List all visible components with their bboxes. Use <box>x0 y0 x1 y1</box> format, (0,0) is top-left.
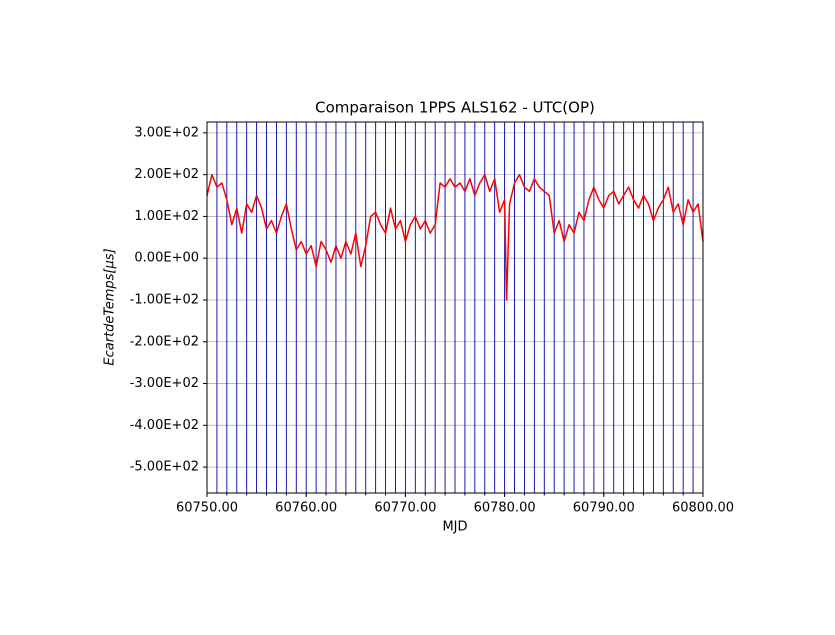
x-tick-label: 60750.00 <box>176 501 238 516</box>
y-tick-label: -4.00E+02 <box>130 418 199 433</box>
data-line <box>206 173 704 301</box>
y-tick-label: 3.00E+02 <box>134 125 199 140</box>
x-tick-label: 60790.00 <box>573 501 635 516</box>
x-tick-label: 60760.00 <box>275 501 337 516</box>
y-tick-label: -1.00E+02 <box>130 292 199 307</box>
y-tick-label: -5.00E+02 <box>130 460 199 475</box>
x-tick-label: 60800.00 <box>672 501 734 516</box>
y-tick-label: 2.00E+02 <box>134 167 199 182</box>
y-tick-label: 0.00E+00 <box>134 251 199 266</box>
x-tick-label: 60770.00 <box>374 501 436 516</box>
y-tick-label: -3.00E+02 <box>130 376 199 391</box>
x-tick-label: 60780.00 <box>474 501 536 516</box>
y-tick-label: 1.00E+02 <box>134 209 199 224</box>
y-axis-label: EcartdeTemps[μs] <box>103 248 118 365</box>
y-tick-label: -2.00E+02 <box>130 334 199 349</box>
plot-frame <box>206 121 704 494</box>
x-axis-label: MJD <box>442 520 467 535</box>
chart-title: Comparaison 1PPS ALS162 - UTC(OP) <box>315 99 595 117</box>
